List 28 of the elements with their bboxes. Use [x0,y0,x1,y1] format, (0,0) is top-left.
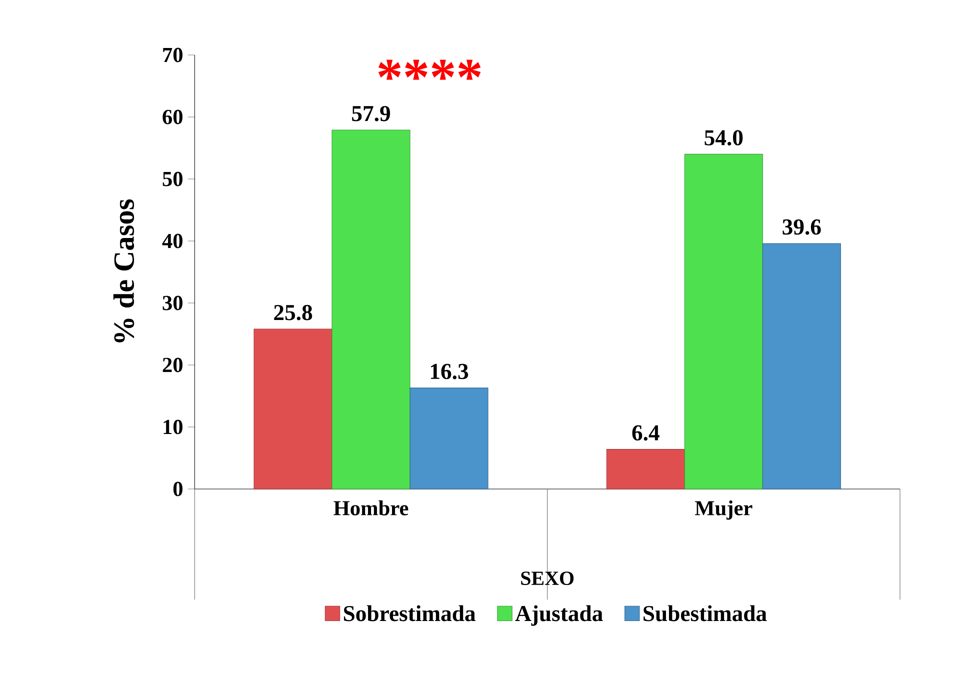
bar [606,449,685,490]
data-label: 16.3 [430,364,468,380]
y-tick-label: 0 [173,482,182,496]
x-tick-label: Hombre [334,500,408,516]
y-tick-label: 40 [162,234,182,248]
bar [762,243,841,490]
y-tick-label: 60 [162,110,182,124]
x-tick-label: Mujer [695,500,752,520]
annotation: **** [378,60,481,80]
y-tick-label: 30 [162,296,182,310]
data-label: 6.4 [632,425,660,441]
legend-label: Subestimada [644,605,767,622]
data-label: 57.9 [352,106,390,122]
bar [684,154,763,490]
legend-label: Sobrestimada [344,605,476,622]
data-label: 39.6 [782,219,821,235]
legend-label: Ajustada [515,605,603,626]
y-tick-label: 50 [162,172,182,186]
data-label: 25.8 [274,304,312,320]
bar [254,328,332,490]
bar [410,388,488,490]
bar [332,130,410,490]
y-tick-label: 70 [163,48,182,62]
data-label: 54.0 [704,130,743,146]
y-tick-label: 10 [164,420,182,434]
y-axis-title: % de Casos [113,199,134,342]
x-axis-title: SEXO [521,572,574,586]
y-tick-label: 20 [162,358,182,372]
